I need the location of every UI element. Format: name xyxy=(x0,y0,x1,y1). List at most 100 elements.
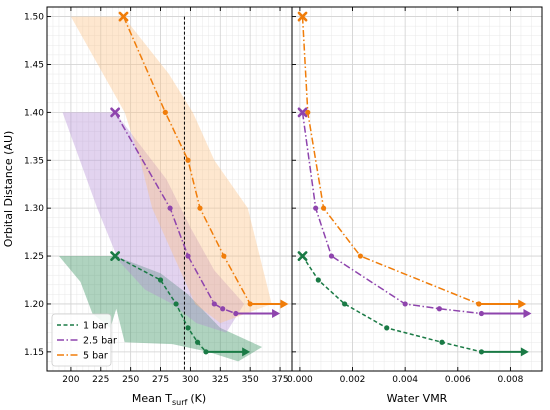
x-tick-label: 325 xyxy=(212,375,229,385)
series-point-2-5-bar xyxy=(167,205,173,211)
y-axis-label: Orbital Distance (AU) xyxy=(2,131,15,248)
temperature-grid xyxy=(46,6,293,372)
arrow-head xyxy=(242,347,251,357)
series-start-marker-5-bar xyxy=(297,11,308,22)
series-point-1-bar xyxy=(342,301,348,307)
series-line-1-bar xyxy=(301,255,482,353)
uncertainty-band-1-bar xyxy=(58,256,263,362)
series-arrow-5-bar xyxy=(478,299,527,309)
y-tick-label: 1.25 xyxy=(24,252,44,262)
series-point-1-bar xyxy=(157,277,164,283)
series-start-marker-2-5-bar xyxy=(110,107,121,118)
x-tick-label: 0.006 xyxy=(445,375,471,385)
cross-marker-stroke xyxy=(110,251,121,261)
x-tick-label: 0.002 xyxy=(340,375,366,385)
series-point-5-bar xyxy=(476,301,482,307)
x-tick-label: 0.008 xyxy=(498,375,524,385)
y-tick-label: 1.20 xyxy=(24,300,44,310)
y-tick-label: 1.40 xyxy=(24,108,44,118)
series-point-5-bar xyxy=(357,253,364,259)
series-start-marker-1-bar xyxy=(297,251,308,261)
cross-marker-stroke xyxy=(297,107,308,118)
water-vmr-panel: 0.000 0.002 0.004 0.006 0.008 Water VMR xyxy=(287,6,543,405)
water-vmr-ticks: 0.000 0.002 0.004 0.006 0.008 xyxy=(287,7,524,385)
arrow-head xyxy=(520,347,529,357)
series-point-1-bar xyxy=(478,349,485,355)
x-tick-label: 350 xyxy=(242,375,259,385)
y-tick-label: 1.50 xyxy=(24,13,44,23)
legend-label-1-bar: 1 bar xyxy=(83,321,108,332)
series-point-1-bar xyxy=(384,325,390,331)
arrow-head xyxy=(272,309,281,319)
series-point-5-bar xyxy=(247,301,253,307)
series-point-2-5-bar xyxy=(436,306,442,312)
x-tick-label: 250 xyxy=(122,375,139,385)
uncertainty-bands xyxy=(58,16,272,362)
cross-marker-stroke xyxy=(118,11,129,22)
series-point-1-bar xyxy=(315,277,321,283)
legend: 1 bar 2.5 bar 5 bar xyxy=(51,313,117,367)
series-line-5-bar xyxy=(122,16,251,305)
series-arrow-2-5-bar xyxy=(481,309,532,319)
water-vmr-x-axis-label: Water VMR xyxy=(387,392,448,405)
series-point-2-5-bar xyxy=(478,310,485,317)
series-point-2-5-bar xyxy=(328,253,335,259)
y-tick-label: 1.35 xyxy=(24,156,44,166)
series-point-1-bar xyxy=(203,349,209,355)
temperature-series-markers xyxy=(110,11,289,357)
x-label-unit: (K) xyxy=(190,392,206,405)
temperature-panel: 200 225 250 275 300 325 350 375 1.15 1.20 1.25 1.30… xyxy=(2,6,293,407)
uncertainty-band-2-5-bar xyxy=(62,112,245,333)
water-vmr-series-markers xyxy=(297,11,532,357)
y-tick-label: 1.30 xyxy=(24,204,44,214)
series-arrow-1-bar xyxy=(481,347,529,357)
y-tick-label: 1.15 xyxy=(24,348,44,358)
series-point-2-5-bar xyxy=(211,301,217,307)
series-arrow-2-5-bar xyxy=(235,309,281,319)
legend-label-5-bar: 5 bar xyxy=(83,351,108,362)
arrow-head xyxy=(518,299,527,309)
x-label-main: Mean T xyxy=(132,392,172,405)
series-point-5-bar xyxy=(221,253,227,259)
series-point-1-bar xyxy=(173,301,179,307)
x-tick-label: 300 xyxy=(182,375,199,385)
series-start-marker-5-bar xyxy=(118,11,129,22)
series-arrow-1-bar xyxy=(205,347,251,357)
series-line-2-5-bar xyxy=(301,112,482,315)
x-tick-label: 0.000 xyxy=(287,375,313,385)
series-point-1-bar xyxy=(194,339,201,345)
x-tick-label: 200 xyxy=(62,375,79,385)
series-point-5-bar xyxy=(185,157,191,163)
arrow-head xyxy=(523,309,532,319)
series-point-5-bar xyxy=(305,109,311,115)
legend-box xyxy=(51,313,112,367)
legend-label-2-5-bar: 2.5 bar xyxy=(83,336,117,347)
series-point-5-bar xyxy=(320,205,327,211)
series-point-2-5-bar xyxy=(313,205,319,211)
series-point-2-5-bar xyxy=(402,301,408,307)
series-point-5-bar xyxy=(197,205,203,211)
x-tick-label: 0.004 xyxy=(392,375,418,385)
temperature-x-axis-label: Mean Tsurf (K) xyxy=(132,392,206,407)
y-tick-label: 1.45 xyxy=(24,60,44,70)
x-tick-label: 225 xyxy=(92,375,109,385)
cross-marker-stroke xyxy=(110,107,121,118)
series-point-1-bar xyxy=(439,339,445,345)
cross-marker-stroke xyxy=(297,251,308,261)
series-point-1-bar xyxy=(185,325,191,331)
water-vmr-plot-frame xyxy=(291,6,543,372)
cross-marker-stroke xyxy=(297,11,308,22)
series-start-marker-2-5-bar xyxy=(297,107,308,118)
uncertainty-band-5-bar xyxy=(70,16,272,324)
arrow-head xyxy=(280,299,289,309)
series-start-marker-1-bar xyxy=(110,251,121,261)
series-point-2-5-bar xyxy=(220,306,226,312)
series-point-2-5-bar xyxy=(185,253,191,259)
series-point-5-bar xyxy=(162,109,168,115)
temperature-ticks: 200 225 250 275 300 325 350 375 1.15 1.20 1.25 1.30… xyxy=(24,7,289,385)
series-point-2-5-bar xyxy=(233,310,239,317)
x-tick-label: 275 xyxy=(152,375,169,385)
x-tick-label: 375 xyxy=(271,375,288,385)
series-arrow-5-bar xyxy=(250,299,289,309)
